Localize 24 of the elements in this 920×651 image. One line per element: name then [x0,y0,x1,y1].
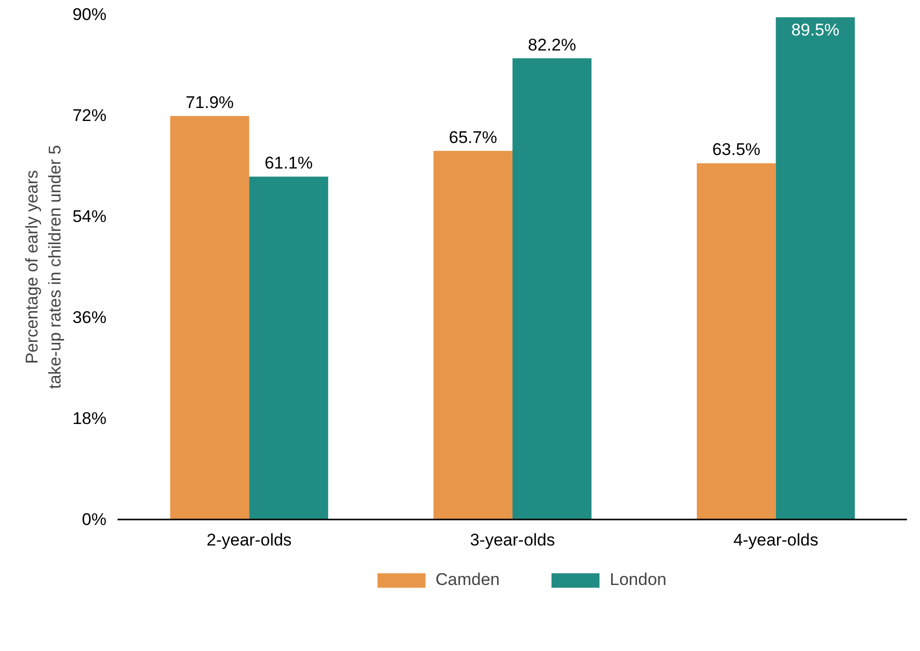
y-tick-label: 0% [82,510,107,529]
data-label: 82.2% [528,35,576,54]
data-label: 61.1% [264,154,313,173]
bar [512,58,592,520]
bar [696,163,776,520]
bar [434,150,512,520]
y-tick-label: 18% [72,409,107,428]
y-tick-label: 54% [72,207,107,226]
y-tick-label: 90% [72,5,107,24]
y-tick-label: 72% [72,106,107,125]
y-tick-label: 36% [72,308,107,327]
data-label: 89.5% [791,20,840,40]
y-axis-title: Percentage of early years take-up rates in children under 5 [22,145,64,389]
data-label: 71.9% [186,93,234,112]
bar [776,17,855,520]
bar [170,116,250,520]
x-tick-label: 3-year-olds [470,530,556,550]
legend-label: Camden [436,570,500,590]
x-tick-label: 4-year-olds [733,530,818,550]
bar [249,176,328,520]
data-label: 65.7% [448,128,498,147]
data-label: 63.5% [712,140,760,160]
x-tick-label: 2-year-olds [206,530,292,550]
legend-label: London [610,570,666,590]
